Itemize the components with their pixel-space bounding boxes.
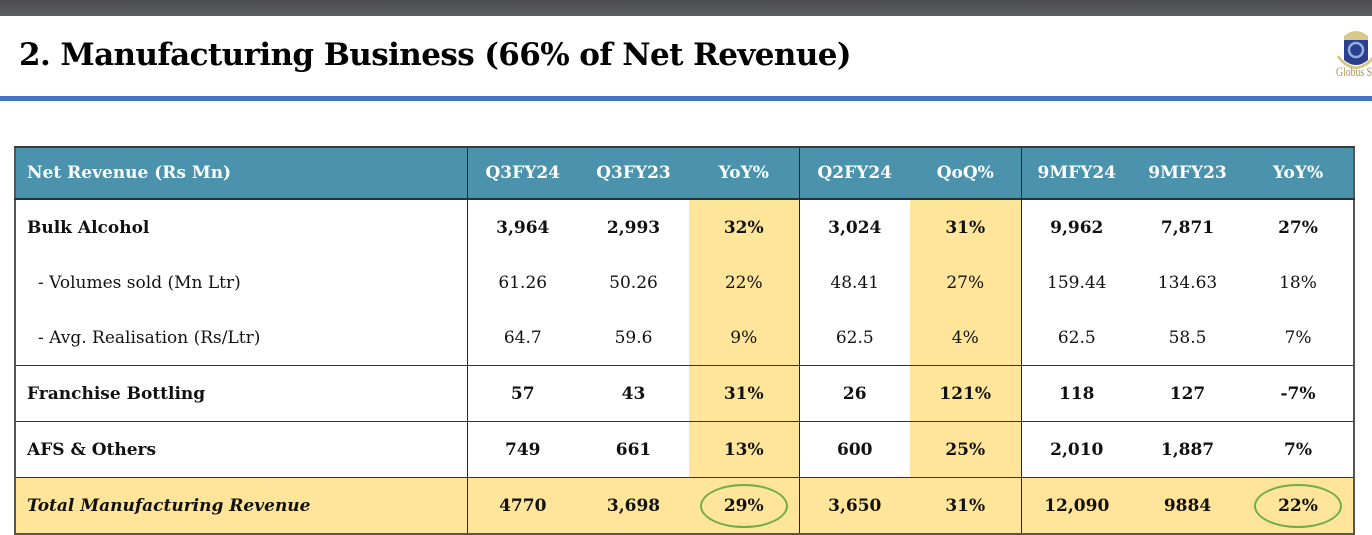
cell-q3fy24: 64.7: [466, 310, 578, 366]
cell-9mfy23: 9884: [1132, 477, 1243, 534]
globus-logo-icon: [1336, 31, 1372, 70]
row-label: AFS & Others: [15, 421, 467, 478]
table-row-avg-realisation: - Avg. Realisation (Rs/Ltr) 64.7 59.6 9%…: [15, 310, 1354, 366]
cell-q3fy23: 43: [578, 365, 689, 422]
cell-yoy-quarter: 31%: [689, 365, 799, 422]
cell-yoy-9m: 7%: [1284, 327, 1312, 348]
cell-9mfy24: 159.44: [1020, 255, 1132, 310]
cell-yoy-quarter: 22%: [689, 255, 799, 310]
column-header-q3fy23: Q3FY23: [578, 146, 689, 200]
cell-q2fy24: 26: [798, 365, 910, 422]
row-label: Bulk Alcohol: [27, 217, 150, 238]
manufacturing-revenue-table: Net Revenue (Rs Mn) Q3FY24 Q3FY23 YoY% Q…: [14, 146, 1355, 535]
row-label: Franchise Bottling: [15, 365, 467, 422]
cell-q2fy24: 3,024: [798, 199, 910, 255]
cell-q2fy24: 3,650: [798, 477, 910, 534]
cell-9mfy24: 62.5: [1020, 310, 1132, 366]
cell-q3fy24: 749: [466, 421, 578, 478]
table-row-volumes-sold: - Volumes sold (Mn Ltr) 61.26 50.26 22% …: [15, 255, 1354, 310]
cell-qoq: 25%: [910, 421, 1021, 478]
cell-yoy-9m: -7%: [1243, 365, 1354, 422]
table-row-total-manufacturing-revenue: Total Manufacturing Revenue 4770 3,698 2…: [15, 477, 1354, 534]
column-header-yoy-9m: YoY%: [1243, 146, 1354, 200]
cell-9mfy23: 58.5: [1168, 327, 1207, 348]
cell-9mfy24: 118: [1020, 365, 1132, 422]
cell-9mfy23: 127: [1132, 365, 1243, 422]
cell-yoy-9m: 27%: [1278, 217, 1318, 238]
cell-9mfy23: 134.63: [1157, 272, 1218, 293]
cell-9mfy23: 1,887: [1132, 421, 1243, 478]
column-header-q3fy24: Q3FY24: [466, 146, 578, 200]
cell-qoq: 121%: [910, 365, 1021, 422]
cell-yoy-9m: 7%: [1243, 421, 1354, 478]
cell-9mfy23: 7,871: [1160, 217, 1215, 238]
row-label: Total Manufacturing Revenue: [15, 477, 467, 534]
circled-highlight: 29%: [723, 495, 764, 516]
column-header-9mfy24: 9MFY24: [1020, 146, 1132, 200]
cell-9mfy24: 9,962: [1020, 199, 1132, 255]
cell-qoq: 31%: [910, 199, 1021, 255]
table-row-afs-others: AFS & Others 749 661 13% 600 25% 2,010 1…: [15, 421, 1354, 478]
table-row-bulk-alcohol: Bulk Alcohol 3,964 2,993 32% 3,024 31% 9…: [15, 199, 1354, 255]
column-header-metric: Net Revenue (Rs Mn): [15, 146, 467, 200]
cell-q3fy23: 59.6: [614, 327, 653, 348]
circled-highlight: 22%: [1278, 495, 1318, 516]
cell-9mfy24: 2,010: [1020, 421, 1132, 478]
cell-yoy-quarter: 9%: [689, 310, 799, 366]
page-title: 2. Manufacturing Business (66% of Net Re…: [19, 37, 852, 73]
column-header-yoy-quarter: YoY%: [689, 146, 799, 200]
cell-qoq: 31%: [910, 477, 1021, 534]
column-header-9mfy23: 9MFY23: [1132, 146, 1243, 200]
table-row-franchise-bottling: Franchise Bottling 57 43 31% 26 121% 118…: [15, 365, 1354, 422]
logo-text: Globus S: [1336, 64, 1372, 79]
row-label: - Volumes sold (Mn Ltr): [38, 272, 241, 293]
cell-q2fy24: 48.41: [798, 255, 910, 310]
column-header-q2fy24: Q2FY24: [798, 146, 910, 200]
row-label: - Avg. Realisation (Rs/Ltr): [38, 327, 261, 348]
cell-yoy-9m: 22%: [1243, 477, 1354, 534]
window-top-bar: [0, 0, 1372, 16]
cell-q2fy24: 600: [798, 421, 910, 478]
cell-qoq: 4%: [910, 310, 1021, 366]
cell-qoq: 27%: [910, 255, 1021, 310]
table-header-row: Net Revenue (Rs Mn) Q3FY24 Q3FY23 YoY% Q…: [15, 146, 1354, 200]
cell-9mfy24: 12,090: [1020, 477, 1132, 534]
cell-q3fy23: 2,993: [606, 217, 661, 238]
title-underline: [0, 96, 1372, 101]
cell-q3fy24: 61.26: [466, 255, 578, 310]
cell-q3fy24: 3,964: [466, 199, 578, 255]
cell-yoy-9m: 18%: [1279, 272, 1317, 293]
cell-q3fy23: 661: [578, 421, 689, 478]
cell-q3fy24: 4770: [466, 477, 578, 534]
column-header-qoq: QoQ%: [910, 146, 1021, 200]
cell-yoy-quarter: 29%: [689, 477, 799, 534]
cell-q3fy23: 3,698: [578, 477, 689, 534]
cell-yoy-quarter: 13%: [689, 421, 799, 478]
cell-yoy-quarter: 32%: [689, 199, 799, 255]
cell-q3fy24: 57: [466, 365, 578, 422]
cell-q3fy23: 50.26: [609, 272, 658, 293]
cell-q2fy24: 62.5: [798, 310, 910, 366]
